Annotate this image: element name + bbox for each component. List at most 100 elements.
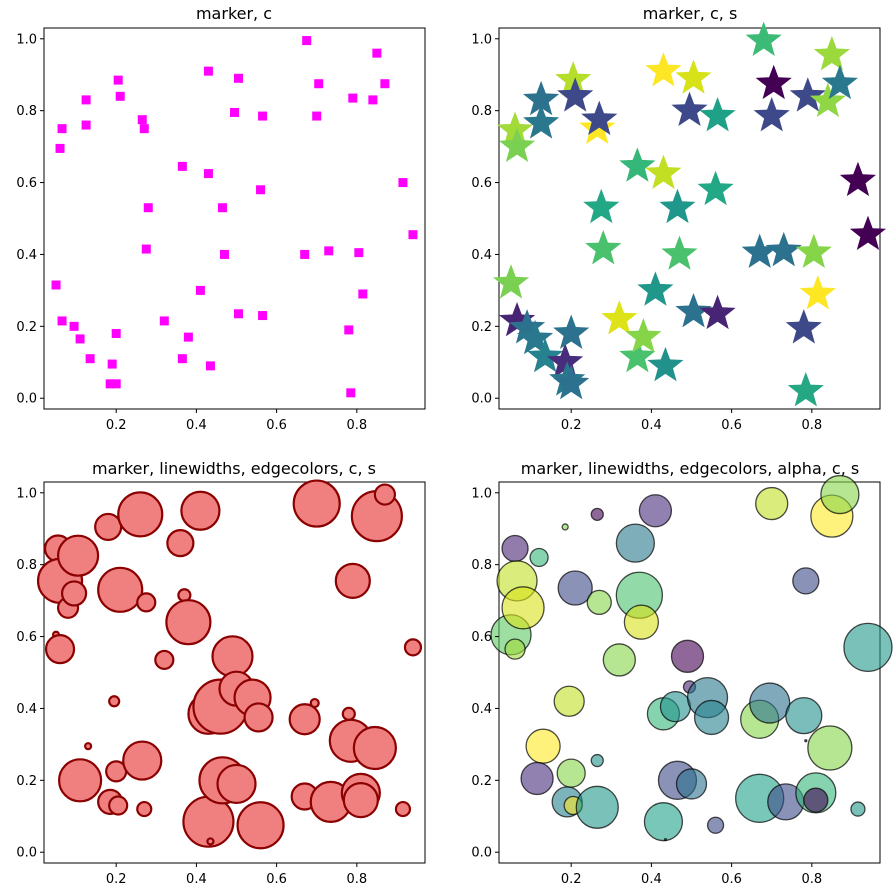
data-point (136, 592, 157, 613)
data-point (586, 589, 612, 616)
y-tick-label: 0.2 (16, 774, 37, 789)
x-tick-label: 0.8 (346, 418, 367, 433)
data-point (57, 758, 103, 803)
data-point (661, 235, 698, 270)
data-point (177, 161, 187, 171)
chart-panel-marker-linewidths-edgecolors-c-s: marker, linewidths, edgecolors, c, s 0.2… (16, 459, 426, 887)
data-point (675, 768, 708, 800)
data-point (354, 248, 364, 258)
data-point (799, 274, 836, 310)
data-point (309, 697, 320, 709)
data-point (380, 79, 390, 89)
data-point (590, 753, 604, 768)
data-point (203, 66, 213, 76)
chart-title: marker, c (196, 4, 272, 23)
data-point (324, 246, 334, 256)
chart-panel-marker-c: marker, c 0.2 0.4 0.6 0.8 0.0 0.2 0.4 0.6 0.8 1.0 (16, 4, 426, 433)
x-tick-label: 0.4 (641, 872, 662, 887)
data-point (498, 127, 536, 162)
data-point (372, 48, 382, 58)
data-point (745, 21, 782, 56)
data-point (111, 329, 121, 339)
y-tick-label: 0.6 (16, 176, 37, 191)
data-point (555, 61, 592, 96)
data-point (344, 325, 354, 335)
data-point (813, 35, 850, 71)
data-point (807, 725, 853, 771)
data-point (529, 547, 549, 568)
x-tick-label: 0.2 (106, 418, 127, 433)
data-point (623, 604, 660, 640)
data-point (501, 586, 545, 630)
data-point (498, 301, 536, 337)
data-point (509, 309, 546, 344)
data-point (839, 161, 877, 197)
data-point (675, 292, 712, 328)
data-point (44, 634, 76, 665)
data-point (342, 781, 379, 819)
data-point (792, 567, 820, 595)
data-point (205, 361, 215, 371)
data-point (141, 244, 151, 254)
data-point (177, 354, 187, 364)
data-point (56, 534, 100, 577)
data-point (556, 758, 586, 788)
data-point (107, 359, 117, 369)
data-point (625, 318, 662, 353)
x-tick-label: 0.8 (346, 872, 367, 887)
data-point (203, 169, 213, 179)
data-point (785, 696, 823, 735)
data-point (302, 36, 312, 46)
y-tick-label: 0.4 (471, 702, 492, 717)
data-point (51, 280, 61, 290)
data-point (523, 104, 560, 139)
data-point (334, 562, 371, 599)
data-point (408, 230, 418, 240)
data-point (122, 740, 163, 781)
data-point (619, 337, 656, 373)
data-point (557, 570, 593, 606)
data-point (601, 300, 638, 335)
y-tick-label: 1.0 (471, 486, 492, 501)
x-tick-label: 0.6 (721, 872, 742, 887)
y-tick-label: 1.0 (16, 486, 37, 501)
data-point (615, 523, 656, 563)
data-point (492, 264, 530, 299)
y-tick-label: 0.2 (471, 320, 492, 335)
data-point (795, 233, 832, 269)
data-point (108, 695, 121, 708)
data-point (341, 706, 356, 721)
y-tick-label: 0.8 (471, 104, 492, 119)
data-point (81, 120, 91, 130)
data-point (312, 111, 322, 121)
y-tick-label: 0.8 (16, 104, 37, 119)
data-point (288, 703, 321, 736)
data-point (765, 231, 802, 267)
data-point (206, 837, 215, 846)
data-point (236, 801, 285, 850)
data-point (211, 635, 254, 678)
data-point (699, 97, 736, 132)
data-point (352, 725, 397, 771)
data-point (804, 739, 808, 743)
data-point (697, 170, 734, 206)
data-point (111, 379, 121, 389)
data-point (69, 321, 79, 331)
data-point (755, 64, 792, 100)
data-point (659, 690, 692, 723)
x-tick-label: 0.4 (186, 418, 207, 433)
x-tick-label: 0.6 (266, 872, 287, 887)
data-point (671, 91, 708, 127)
x-tick-label: 0.6 (721, 418, 742, 433)
data-point (517, 319, 554, 355)
data-point (183, 332, 193, 342)
data-point (638, 494, 673, 528)
x-tick-label: 0.8 (801, 418, 822, 433)
data-point (501, 534, 529, 563)
y-tick-label: 0.0 (16, 392, 37, 407)
data-point (137, 115, 147, 125)
y-tick-label: 0.6 (16, 630, 37, 645)
data-point (590, 507, 604, 521)
data-point (217, 203, 227, 213)
